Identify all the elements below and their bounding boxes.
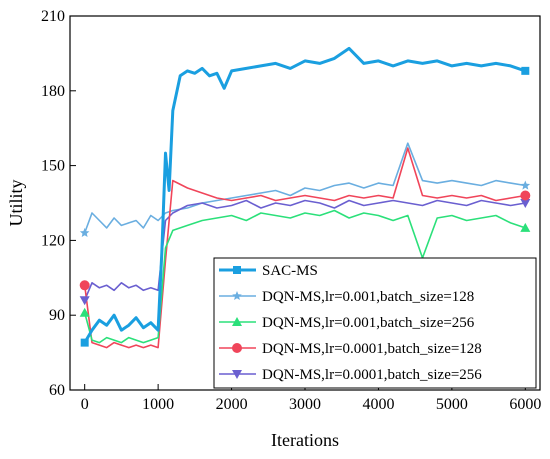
series-marker-4: [520, 199, 531, 208]
legend-label-4: DQN-MS,lr=0.0001,batch_size=256: [262, 367, 482, 383]
legend-marker-3: [232, 343, 242, 353]
x-tick-label: 0: [81, 396, 89, 413]
series-marker-0: [521, 66, 530, 75]
x-tick-label: 3000: [289, 396, 321, 413]
x-axis-title: Iterations: [271, 430, 339, 450]
legend-label-3: DQN-MS,lr=0.0001,batch_size=128: [262, 341, 482, 357]
legend-marker-0: [233, 266, 241, 274]
legend-label-0: SAC-MS: [262, 263, 318, 279]
y-axis-title: Utility: [6, 179, 26, 226]
x-tick-label: 5000: [436, 396, 468, 413]
series-marker-1: [520, 180, 531, 190]
series-marker-3: [520, 190, 531, 201]
legend-marker-4: [232, 370, 242, 379]
series-marker-4: [79, 296, 90, 306]
y-tick-label: 120: [41, 232, 65, 249]
plot-lines: [83, 46, 526, 349]
y-tick-label: 90: [49, 307, 65, 324]
x-tick-label: 2000: [216, 396, 248, 413]
x-axis: 0 1000 2000 3000 4000 5000 6000: [81, 384, 541, 413]
y-tick-label: 180: [41, 83, 65, 100]
legend: SAC-MS DQN-MS,lr=0.001,batch_size=128 DQN-…: [213, 257, 537, 389]
series-marker-3: [79, 280, 90, 291]
legend-label-2: DQN-MS,lr=0.001,batch_size=256: [262, 315, 475, 331]
y-tick-label: 210: [41, 8, 65, 25]
legend-box: [213, 257, 537, 389]
series-line-1: [83, 142, 526, 234]
y-tick-label: 150: [41, 158, 65, 175]
series-line-3: [83, 147, 526, 349]
x-tick-label: 4000: [362, 396, 394, 413]
series-marker-2: [520, 222, 531, 232]
legend-marker-1: [232, 291, 242, 300]
series-line-2: [83, 209, 526, 344]
plot-markers: [79, 66, 531, 347]
legend-marker-2: [232, 317, 242, 326]
legend-label-1: DQN-MS,lr=0.001,batch_size=128: [262, 289, 474, 305]
x-tick-label: 1000: [142, 396, 174, 413]
series-line-0: [83, 46, 526, 344]
y-axis: 60 90 120 150 180 210: [41, 8, 76, 399]
series-marker-2: [79, 307, 90, 317]
series-marker-0: [80, 338, 89, 347]
x-tick-label: 6000: [509, 396, 541, 413]
series-line-4: [83, 199, 526, 301]
series-marker-1: [79, 227, 90, 237]
y-tick-label: 60: [49, 382, 65, 399]
